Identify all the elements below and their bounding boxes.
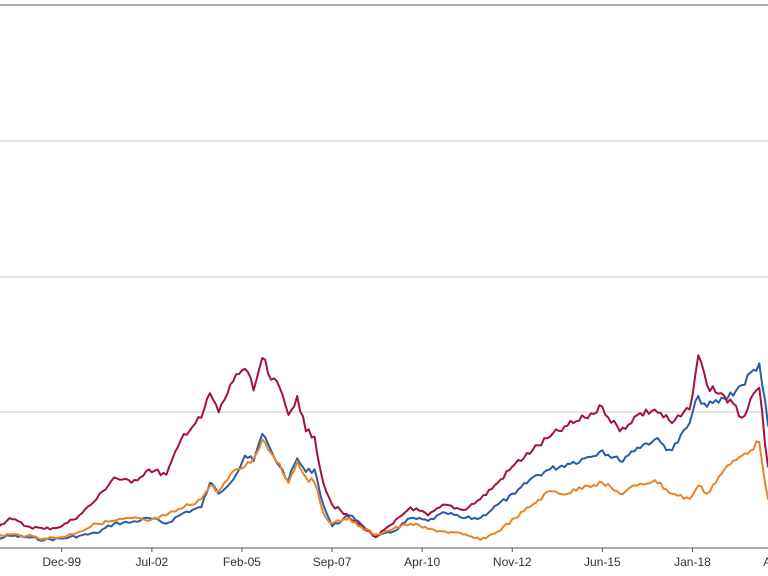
x-tick-label: Nov-12: [493, 555, 532, 569]
x-tick-label: Sep-07: [313, 555, 352, 569]
gridlines: [0, 4, 768, 413]
x-tick-label: Aug-20: [763, 555, 768, 569]
x-tick-label: Feb-05: [223, 555, 261, 569]
x-tick-label: Dec-99: [42, 555, 81, 569]
x-tick-label: Apr-10: [404, 555, 440, 569]
series-layer: [0, 354, 768, 542]
x-tick-label: Jun-15: [584, 555, 621, 569]
series-line-1: [0, 362, 768, 542]
x-tick-label: Jan-18: [674, 555, 711, 569]
x-tick-labels: May-97Dec-99Jul-02Feb-05Sep-07Apr-10Nov-…: [42, 548, 768, 569]
x-tick-label: Jul-02: [135, 555, 168, 569]
series-line-3: [0, 438, 768, 541]
series-line-2: [0, 354, 768, 539]
